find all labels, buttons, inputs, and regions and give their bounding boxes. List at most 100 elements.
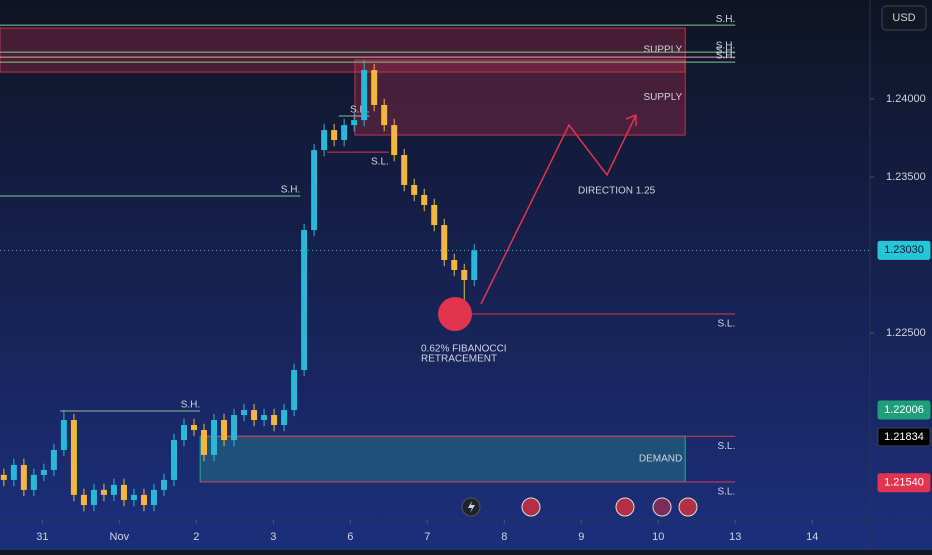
candle-body	[451, 260, 458, 270]
candle-body	[150, 489, 157, 506]
price-tag-label: 1.21540	[884, 477, 924, 489]
zone-label: SUPPLY	[643, 45, 682, 56]
candle-body	[90, 489, 97, 506]
candle-body	[0, 474, 7, 480]
candle-body	[160, 479, 167, 490]
candle-body	[221, 420, 228, 440]
candle-body	[261, 415, 268, 421]
currency-box[interactable]	[881, 5, 927, 31]
level-label: S.H.	[716, 46, 735, 57]
candle-body	[120, 484, 127, 501]
price-tag-label: 1.22006	[884, 404, 924, 416]
price-tag	[877, 240, 931, 260]
candle-body	[140, 494, 147, 506]
candle-body	[441, 225, 448, 260]
candle-body	[40, 469, 47, 475]
candle-body	[181, 425, 188, 440]
level-label: S.L.	[371, 157, 389, 168]
candle-body	[351, 120, 358, 126]
event-icon[interactable]	[678, 497, 698, 517]
fibonacci-marker	[438, 297, 472, 331]
x-tick-label: 3	[270, 531, 276, 543]
zone	[199, 435, 686, 483]
direction-arrow	[480, 114, 637, 305]
candle-body	[401, 155, 408, 185]
fibonacci-label: 0.62% FIBANOCCI	[421, 344, 507, 355]
price-tag	[877, 473, 931, 493]
candle-body	[371, 70, 378, 105]
y-tick-label: 1.23500	[886, 171, 926, 183]
candle-body	[130, 494, 137, 501]
event-glyph	[468, 501, 475, 513]
candle-body	[171, 439, 177, 480]
candle-body	[381, 104, 388, 126]
candle-body	[80, 494, 87, 506]
event-icons	[461, 497, 698, 517]
y-tick-label: 1.22500	[886, 327, 926, 339]
candle-body	[191, 425, 198, 431]
candle-body	[411, 184, 418, 195]
candle-body	[50, 449, 57, 470]
level-label: S.L.	[717, 487, 735, 498]
candle-body	[70, 420, 77, 495]
price-tag	[877, 400, 931, 420]
candle-body	[321, 130, 328, 151]
candle-body	[60, 420, 67, 450]
arrow-head	[625, 114, 637, 126]
price-tag-label: 1.21834	[884, 431, 924, 443]
event-icon[interactable]	[652, 497, 672, 517]
level-label: S.H.	[281, 185, 300, 196]
x-tick-label: 9	[578, 531, 584, 543]
level-label: S.H.	[181, 400, 200, 411]
candle-body	[211, 420, 218, 455]
candle-body	[30, 474, 37, 490]
fibonacci-label: RETRACEMENT	[421, 354, 497, 365]
level-label: S.H.	[716, 41, 735, 52]
candle-body	[241, 410, 248, 416]
zone-label: DEMAND	[639, 454, 682, 465]
x-tick-label: 7	[424, 531, 430, 543]
event-icon[interactable]	[615, 497, 635, 517]
candle-body	[301, 230, 308, 370]
zone	[0, 27, 686, 73]
candle-body	[421, 194, 428, 205]
candle-body	[271, 415, 278, 426]
candle-body	[100, 489, 107, 495]
level-label: S.H.	[350, 105, 369, 116]
level-label: S.H.	[716, 51, 735, 62]
candle-body	[431, 204, 438, 226]
x-tick-label: 13	[729, 531, 741, 543]
zone	[354, 59, 686, 136]
candle-body	[251, 410, 258, 421]
candle-body	[471, 250, 478, 280]
candle-body	[391, 125, 398, 156]
candle-body	[361, 70, 368, 121]
candle-body	[110, 484, 117, 495]
candle-body	[201, 430, 208, 455]
candle-body	[20, 464, 27, 490]
candle-body	[461, 269, 468, 280]
currency: USD	[892, 12, 915, 24]
x-tick-label: Nov	[110, 531, 130, 543]
price-tag	[877, 427, 931, 447]
candle-body	[331, 130, 338, 141]
level-label: S.H.	[716, 14, 735, 25]
x-tick-label: 14	[806, 531, 818, 543]
x-tick-label: 10	[652, 531, 664, 543]
direction-label: DIRECTION 1.25	[578, 186, 656, 197]
candle-body	[231, 415, 238, 440]
level-label: S.L.	[717, 441, 735, 452]
candle-body	[281, 410, 288, 426]
candle-body	[341, 125, 348, 141]
x-tick-label: 31	[36, 531, 48, 543]
x-tick-label: 6	[347, 531, 353, 543]
event-icon[interactable]	[521, 497, 541, 517]
candle-body	[311, 150, 318, 231]
x-tick-label: 8	[501, 531, 507, 543]
candle-body	[291, 369, 298, 411]
x-tick-label: 2	[193, 531, 199, 543]
y-tick-label: 1.24000	[886, 93, 926, 105]
candle-body	[10, 464, 17, 480]
